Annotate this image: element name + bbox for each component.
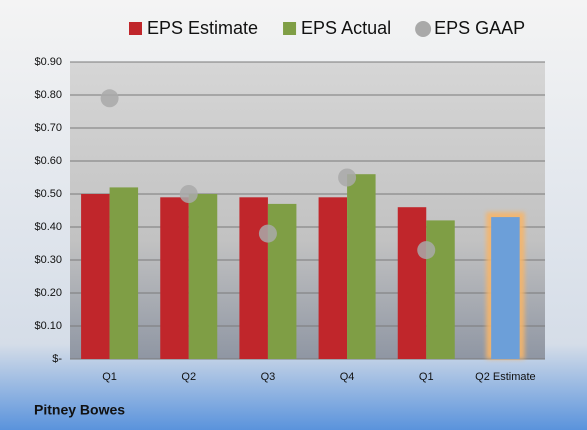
bar: [397, 207, 427, 359]
gaap-point: [417, 241, 436, 260]
x-tick-label: Q1: [102, 371, 117, 383]
y-tick-label: $0.90: [34, 56, 62, 68]
bar: [81, 194, 110, 359]
y-tick-label: $0.70: [34, 122, 62, 134]
gaap-point: [258, 224, 277, 243]
bar: [426, 220, 455, 359]
legend-marker: [129, 22, 142, 35]
plot-area: [70, 62, 545, 359]
y-tick-label: $0.80: [34, 89, 62, 101]
legend-label: EPS Estimate: [147, 18, 258, 38]
x-tick-label: Q2: [181, 371, 196, 383]
gaap-point: [179, 185, 198, 203]
bar: [491, 217, 520, 359]
bar: [318, 197, 348, 359]
x-tick-label: Q3: [261, 371, 276, 383]
bar: [160, 197, 189, 359]
y-tick-label: $0.10: [34, 320, 62, 332]
legend-marker: [415, 21, 432, 37]
bar: [239, 197, 268, 359]
gaap-point: [100, 89, 119, 108]
y-tick-label: $0.40: [34, 221, 62, 233]
legend-label: EPS Actual: [301, 18, 391, 38]
bar: [347, 174, 376, 359]
bar: [188, 194, 218, 359]
x-tick-label: Q4: [340, 371, 355, 383]
bar: [109, 187, 139, 359]
y-tick-label: $0.60: [34, 155, 62, 167]
y-tick-label: $0.30: [34, 254, 62, 266]
legend-marker: [283, 22, 297, 35]
footer: Pitney Bowes: [34, 402, 125, 418]
x-tick-label: Q1: [419, 371, 434, 383]
y-tick-label: $0.50: [34, 188, 62, 200]
gaap-point: [338, 168, 357, 187]
x-tick-label: Q2 Estimate: [475, 371, 536, 383]
legend-label: EPS GAAP: [434, 18, 525, 38]
y-tick-label: $-: [52, 353, 62, 365]
y-tick-label: $0.20: [34, 287, 62, 299]
